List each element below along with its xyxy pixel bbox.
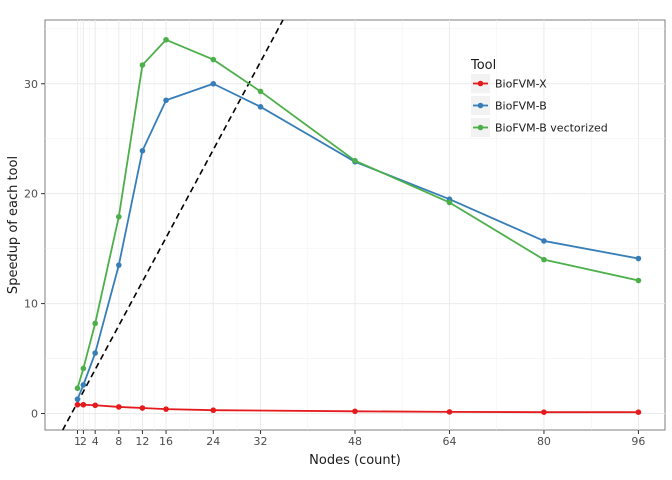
legend-label-biofvm-b: BioFVM-B (495, 100, 547, 113)
grid-lines (45, 20, 665, 430)
data-point-biofvm-x (92, 402, 98, 409)
data-point-biofvm-x (80, 401, 87, 408)
data-point-biofvm-b (92, 350, 98, 356)
x-tick-label: 96 (631, 435, 645, 448)
x-tick-label: 32 (254, 435, 268, 448)
data-point-biofvm-b (80, 382, 87, 388)
x-tick-label: 8 (115, 435, 122, 448)
y-tick-label: 30 (24, 78, 38, 91)
legend-items: BioFVM-X BioFVM-B BioFVM-B vectorized (471, 74, 608, 137)
data-point-biofvm-b (635, 255, 642, 262)
data-point-biofvm-b-vectorized (139, 62, 146, 68)
x-tick-label: 16 (159, 435, 173, 448)
y-tick-label: 20 (24, 188, 38, 201)
data-point-biofvm-b-vectorized (163, 36, 169, 43)
x-axis-title: Nodes (count) (309, 453, 401, 468)
data-point-biofvm-b-vectorized (80, 365, 87, 372)
series-layer (74, 36, 642, 415)
legend-key-point-biofvm-x (477, 80, 484, 87)
data-point-biofvm-b (257, 104, 264, 110)
data-point-biofvm-b-vectorized (116, 213, 122, 220)
legend-key-point-biofvm-b-vectorized (477, 124, 484, 131)
reference-line-layer (62, 19, 284, 431)
data-point-biofvm-b (139, 148, 146, 154)
legend-title: Tool (470, 58, 496, 73)
series-line-biofvm-b (76, 82, 639, 400)
data-point-biofvm-b-vectorized (541, 256, 547, 263)
x-tick-label: 1 (74, 435, 81, 448)
data-point-biofvm-x (446, 409, 453, 415)
data-point-biofvm-x (74, 401, 81, 408)
legend: Tool BioFVM-X BioFVM-B BioFVM-B vectorized (470, 58, 608, 137)
x-tick-label: 64 (442, 435, 456, 448)
y-tick-label: 10 (24, 298, 38, 311)
legend-label-biofvm-b-vectorized: BioFVM-B vectorized (495, 122, 608, 135)
data-point-biofvm-b-vectorized (635, 277, 642, 284)
y-tick-label: 0 (31, 408, 38, 421)
data-point-biofvm-x (635, 409, 642, 415)
reference-line (62, 19, 284, 431)
data-point-biofvm-b (541, 238, 547, 244)
data-point-biofvm-x (163, 406, 169, 412)
data-point-biofvm-x (541, 409, 547, 415)
data-point-biofvm-b (163, 97, 169, 104)
x-tick-label: 24 (206, 435, 220, 448)
data-point-biofvm-b-vectorized (210, 56, 217, 63)
data-point-biofvm-x (210, 407, 217, 414)
x-tick-label: 4 (92, 435, 99, 448)
x-tick-label: 80 (537, 435, 551, 448)
x-tick-label: 48 (348, 435, 362, 448)
data-point-biofvm-b-vectorized (74, 385, 81, 392)
data-point-biofvm-x (139, 405, 146, 411)
data-point-biofvm-b-vectorized (446, 199, 453, 206)
data-point-biofvm-b-vectorized (92, 320, 98, 327)
x-tick-label: 2 (80, 435, 87, 448)
data-point-biofvm-b (74, 396, 81, 403)
data-point-biofvm-x (116, 404, 122, 410)
x-tick-label: 12 (135, 435, 149, 448)
data-point-biofvm-b (116, 262, 122, 268)
data-point-biofvm-b-vectorized (257, 88, 264, 95)
data-point-biofvm-b-vectorized (352, 157, 358, 164)
legend-label-biofvm-x: BioFVM-X (495, 78, 547, 91)
data-point-biofvm-x (352, 408, 358, 415)
data-point-biofvm-b (210, 80, 217, 87)
y-axis-title: Speedup of each tool (6, 156, 21, 294)
legend-key-point-biofvm-b (477, 102, 484, 109)
series-line-biofvm-b-vectorized (76, 38, 639, 389)
